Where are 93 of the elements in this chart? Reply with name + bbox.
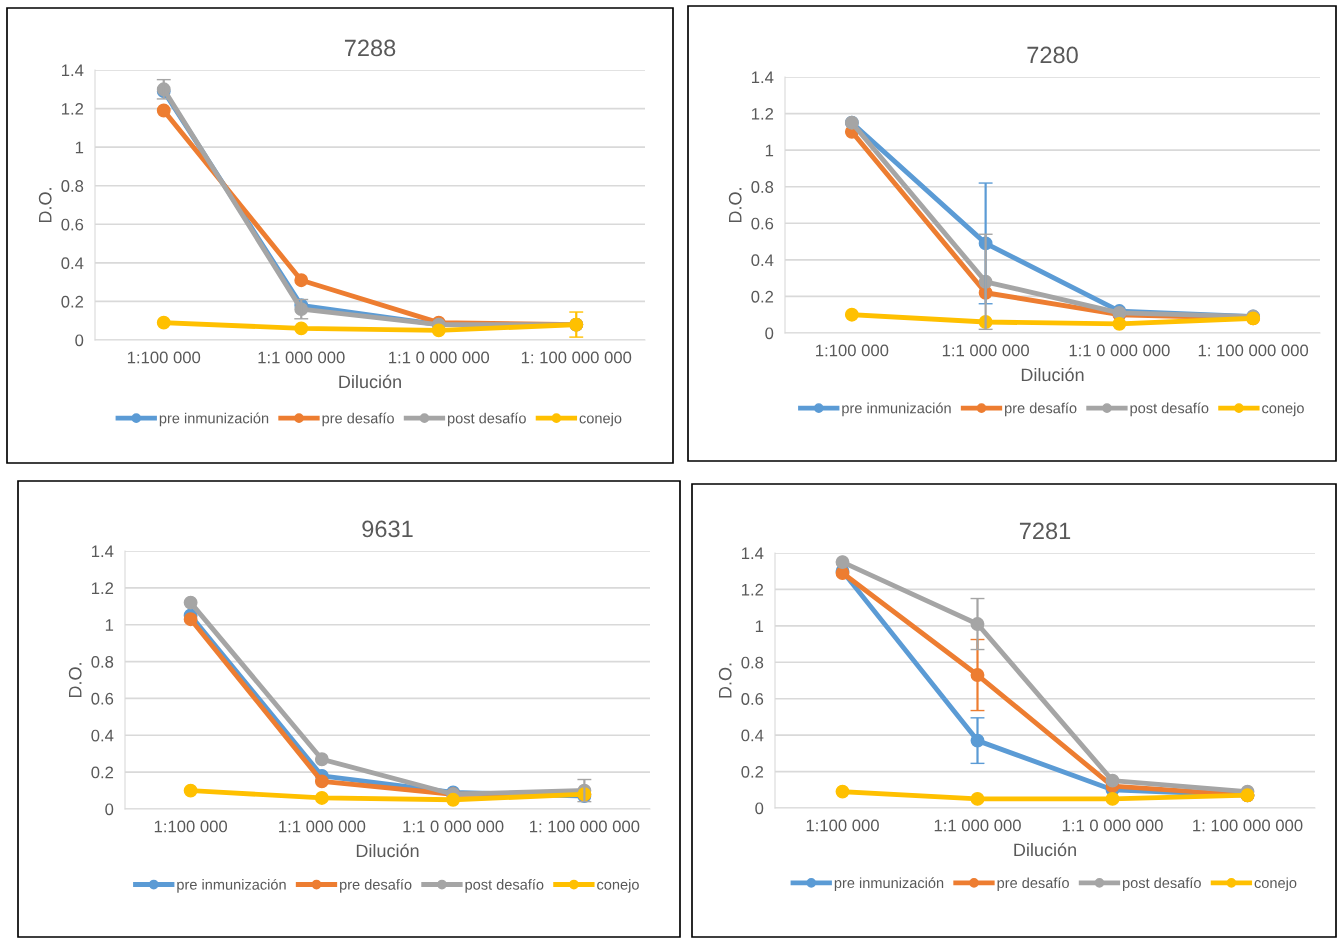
legend-label: pre desafío — [1005, 402, 1077, 417]
y-tick-label: 0.2 — [741, 765, 764, 778]
y-tick-label: 0 — [105, 803, 114, 816]
legend-label: post desafío — [448, 412, 526, 427]
y-tick-label: 1.2 — [61, 102, 84, 115]
y-tick-label: 0.6 — [751, 217, 774, 230]
chart-title: 7288 — [344, 39, 396, 57]
y-tick-label: 1 — [755, 620, 764, 632]
point — [844, 307, 859, 322]
point — [183, 783, 198, 798]
y-tick-label: 0.4 — [61, 257, 84, 270]
point — [835, 784, 850, 799]
x-tick-label: 1: 100 000 000 — [1198, 344, 1309, 357]
y-tick-label: 0 — [765, 327, 774, 340]
x-tick-label: 1:1 0 000 000 — [403, 820, 504, 833]
legend-label: conejo — [579, 412, 622, 427]
x-axis-title: Dilución — [339, 374, 401, 389]
x-tick-label: 1:100 000 — [806, 819, 879, 832]
y-tick-label: 0.2 — [61, 295, 84, 308]
x-axis-title: Dilución — [356, 843, 419, 858]
y-tick-label: 1.2 — [751, 107, 774, 120]
legend-label: conejo — [597, 879, 639, 893]
y-tick-label: 1.2 — [741, 583, 764, 596]
point — [156, 315, 171, 330]
point — [446, 792, 461, 807]
y-tick-label: 0 — [75, 334, 84, 347]
point — [156, 103, 171, 118]
y-tick-label: 0.4 — [751, 254, 774, 267]
y-tick-label: 1.2 — [91, 582, 114, 594]
point — [314, 790, 329, 805]
x-tick-label: 1: 100 000 000 — [521, 351, 632, 364]
x-axis-title: Dilución — [1014, 842, 1076, 857]
y-tick-label: 0.6 — [91, 692, 114, 705]
y-tick-label: 0.2 — [751, 290, 774, 303]
x-tick-label: 1:1 000 000 — [934, 819, 1021, 832]
y-axis-title: D.O. — [718, 663, 732, 698]
y-tick-label: 0.8 — [91, 655, 114, 668]
y-tick-label: 1 — [765, 144, 774, 157]
point — [314, 774, 329, 789]
x-tick-label: 1:1 000 000 — [942, 344, 1029, 357]
x-tick-label: 1:1 0 000 000 — [389, 351, 490, 364]
legend-label: pre desafío — [322, 412, 394, 427]
point — [970, 791, 985, 806]
legend-label: conejo — [1262, 402, 1304, 417]
point — [431, 323, 446, 338]
legend-label: pre inmunización — [159, 412, 269, 427]
y-axis-title: D.O. — [38, 188, 52, 223]
legend-label: pre desafío — [340, 878, 412, 893]
point — [294, 273, 309, 288]
x-tick-label: 1:100 000 — [154, 820, 228, 833]
point — [294, 321, 309, 336]
point — [183, 595, 198, 610]
y-tick-label: 0.8 — [61, 180, 84, 192]
x-tick-label: 1:100 000 — [127, 351, 201, 364]
chart-title: 7280 — [1027, 46, 1078, 64]
legend-label: pre desafío — [997, 877, 1069, 891]
point — [835, 555, 850, 570]
x-tick-label: 1: 100 000 000 — [1193, 819, 1303, 832]
y-tick-label: 0.8 — [751, 181, 774, 193]
y-tick-label: 0 — [755, 802, 764, 815]
x-tick-label: 1:1 000 000 — [279, 820, 366, 833]
chart-title: 9631 — [362, 520, 413, 538]
legend-label: pre inmunización — [842, 402, 951, 417]
point — [1112, 316, 1127, 331]
y-tick-label: 0.6 — [741, 693, 764, 705]
legend-label: pre inmunización — [834, 877, 944, 891]
legend-label: post desafío — [1130, 402, 1209, 417]
y-tick-label: 0.8 — [741, 656, 764, 669]
legend-label: post desafío — [465, 878, 544, 893]
y-tick-label: 0.4 — [91, 729, 114, 742]
legend-label: conejo — [1254, 877, 1297, 891]
y-tick-label: 0.2 — [91, 766, 114, 779]
y-axis-title: D.O. — [68, 663, 82, 698]
x-tick-label: 1:1 000 000 — [258, 351, 345, 364]
x-axis-title: Dilución — [1021, 367, 1084, 382]
y-tick-label: 1.4 — [91, 545, 114, 558]
legend-label: post desafío — [1123, 877, 1201, 891]
y-tick-label: 0.4 — [741, 729, 764, 742]
x-tick-label: 1:100 000 — [816, 344, 889, 357]
legend-label: pre inmunización — [177, 878, 286, 893]
chart-title: 7281 — [1019, 522, 1071, 540]
x-tick-label: 1:1 0 000 000 — [1062, 819, 1163, 832]
y-tick-label: 1.4 — [741, 547, 764, 560]
y-axis-title: D.O. — [728, 188, 742, 223]
y-tick-label: 0.6 — [61, 218, 84, 231]
y-tick-label: 1 — [105, 619, 114, 631]
x-tick-label: 1: 100 000 000 — [530, 820, 640, 833]
y-tick-label: 1.4 — [751, 71, 774, 84]
y-tick-label: 1 — [75, 141, 84, 154]
y-tick-label: 1.4 — [61, 64, 84, 77]
x-tick-label: 1:1 0 000 000 — [1069, 344, 1170, 357]
point — [183, 612, 198, 627]
point — [314, 752, 329, 767]
